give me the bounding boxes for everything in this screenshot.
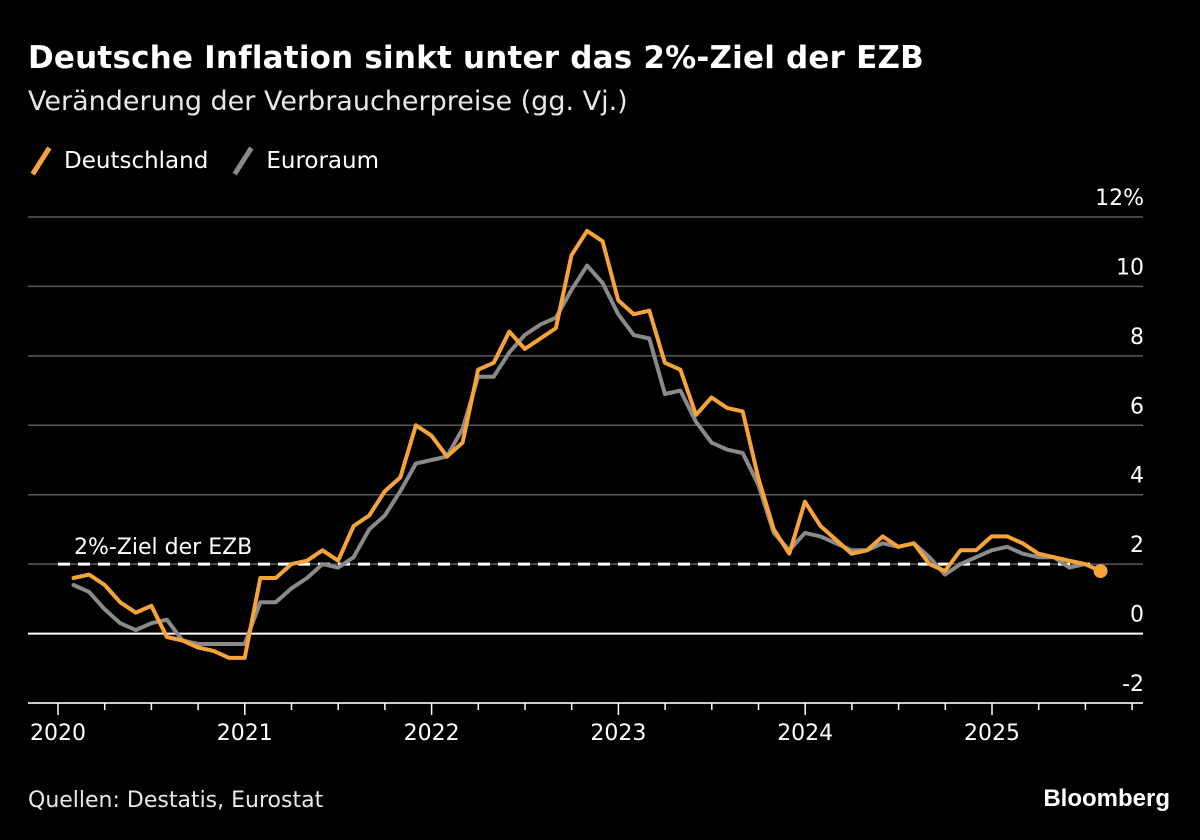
source-note: Quellen: Destatis, Eurostat (28, 788, 324, 813)
series-line-euroraum (71, 263, 1087, 646)
y-tick-label: 6 (1130, 394, 1144, 419)
x-tick-label: 2021 (217, 721, 273, 746)
x-tick-label: 2020 (30, 721, 86, 746)
y-tick-label: 0 (1130, 603, 1144, 628)
x-tick-label: 2022 (404, 721, 460, 746)
ecb-target-label: 2%-Ziel der EZB (74, 535, 252, 560)
legend: Deutschland Euroraum (30, 146, 403, 176)
legend-swatch-euroraum (232, 146, 254, 176)
y-tick-label: 12% (1095, 186, 1144, 211)
y-tick-label: 4 (1130, 464, 1144, 489)
legend-label-euroraum: Euroraum (266, 148, 379, 174)
brand-logo: Bloomberg (1043, 785, 1170, 812)
chart-title: Deutsche Inflation sinkt unter das 2%-Zi… (28, 40, 925, 76)
legend-swatch-deutschland (30, 146, 52, 176)
legend-label-deutschland: Deutschland (64, 148, 209, 174)
x-tick-label: 2024 (777, 721, 833, 746)
y-tick-label: 2 (1130, 533, 1144, 558)
y-tick-label: 10 (1116, 255, 1144, 280)
x-tick-label: 2025 (964, 721, 1020, 746)
x-tick-label: 2023 (590, 721, 646, 746)
series-endpoint-deutschland (1093, 564, 1108, 579)
series-line-deutschland (71, 228, 1103, 660)
legend-item-euroraum: Euroraum (232, 146, 379, 176)
y-tick-label: -2 (1122, 672, 1144, 697)
chart-subtitle: Veränderung der Verbraucherpreise (gg. V… (28, 86, 628, 117)
y-tick-label: 8 (1130, 325, 1144, 350)
legend-item-deutschland: Deutschland (30, 146, 208, 176)
